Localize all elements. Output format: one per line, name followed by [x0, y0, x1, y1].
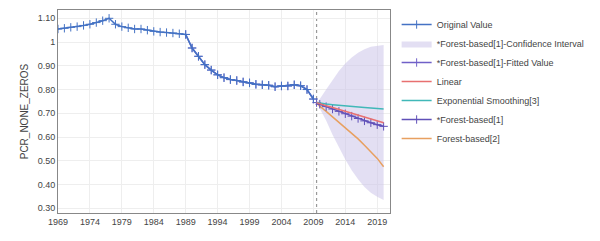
- svg-text:Forest-based[2]: Forest-based[2]: [437, 134, 500, 144]
- svg-text:Original Value: Original Value: [437, 20, 493, 30]
- svg-text:0.80: 0.80: [38, 85, 56, 95]
- svg-text:0.70: 0.70: [38, 108, 56, 118]
- svg-text:1984: 1984: [144, 217, 164, 227]
- svg-text:0.90: 0.90: [38, 61, 56, 71]
- svg-text:1989: 1989: [176, 217, 196, 227]
- svg-text:*Forest-based[1]-Fitted Value: *Forest-based[1]-Fitted Value: [437, 58, 554, 68]
- svg-text:1974: 1974: [80, 217, 100, 227]
- svg-text:0.30: 0.30: [38, 203, 56, 213]
- svg-text:1994: 1994: [208, 217, 228, 227]
- svg-text:1979: 1979: [112, 217, 132, 227]
- svg-text:*Forest-based[1]-Confidence In: *Forest-based[1]-Confidence Interval: [437, 39, 584, 49]
- svg-text:*Forest-based[1]: *Forest-based[1]: [437, 115, 504, 125]
- svg-text:0.50: 0.50: [38, 156, 56, 166]
- svg-text:2014: 2014: [335, 217, 355, 227]
- svg-text:2019: 2019: [367, 217, 387, 227]
- svg-text:Linear: Linear: [437, 77, 462, 87]
- svg-text:2004: 2004: [271, 217, 291, 227]
- svg-text:1999: 1999: [240, 217, 260, 227]
- svg-text:1: 1: [50, 37, 55, 47]
- svg-text:1969: 1969: [48, 217, 68, 227]
- svg-text:PCR_NONE_ZEROS: PCR_NONE_ZEROS: [19, 63, 30, 159]
- svg-text:Exponential Smoothing[3]: Exponential Smoothing[3]: [437, 96, 540, 106]
- svg-text:2009: 2009: [303, 217, 323, 227]
- svg-text:0.60: 0.60: [38, 132, 56, 142]
- svg-text:1.10: 1.10: [38, 13, 56, 23]
- svg-text:0.40: 0.40: [38, 180, 56, 190]
